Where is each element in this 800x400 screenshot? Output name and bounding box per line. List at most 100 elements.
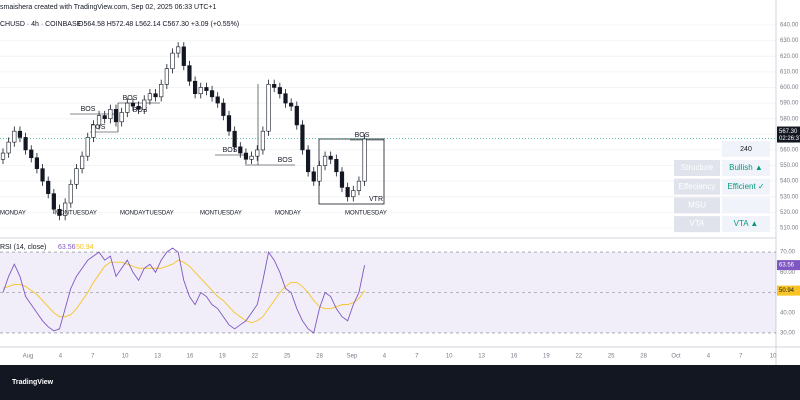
candle-body xyxy=(238,146,243,154)
time-tick-label: 13 xyxy=(154,354,161,360)
candle-body xyxy=(300,124,305,151)
table-cell xyxy=(674,216,720,233)
candle-body xyxy=(181,46,186,66)
candle-body xyxy=(29,149,34,159)
candle-body xyxy=(221,102,226,116)
candle-body xyxy=(249,155,254,160)
candle-body xyxy=(283,93,288,104)
table-value: Bullish ▲ xyxy=(729,163,763,172)
table-cell xyxy=(722,197,770,214)
time-tick-label: 22 xyxy=(251,354,258,360)
rsi-tick-label: 40.00 xyxy=(780,310,796,316)
table-cell xyxy=(674,197,720,214)
time-tick-label: Aug xyxy=(23,354,34,360)
day-label: MONTUESDAY xyxy=(200,211,242,217)
candle-body xyxy=(243,152,249,160)
time-tick-label: 7 xyxy=(739,354,743,360)
candle-body xyxy=(113,109,119,123)
candle-body xyxy=(147,93,153,101)
candle-body xyxy=(232,130,237,148)
price-tick-label: 630.00 xyxy=(780,38,799,44)
price-tick-label: 510.00 xyxy=(780,226,799,232)
candle-body xyxy=(119,112,124,123)
countdown: 02:26:37 xyxy=(779,136,800,142)
candle-body xyxy=(272,84,277,88)
candle-body xyxy=(204,87,209,91)
time-tick-label: 16 xyxy=(187,354,194,360)
day-label: MONTUESDAY xyxy=(55,211,97,217)
table-label: MSU xyxy=(688,201,706,210)
price-tick-label: 600.00 xyxy=(780,85,799,91)
rsi-tick-label: 30.00 xyxy=(780,330,796,336)
candle-body xyxy=(266,84,271,132)
time-tick-label: Oct xyxy=(671,354,681,360)
candle-body xyxy=(209,90,215,98)
candle-body xyxy=(339,171,345,188)
footer xyxy=(0,365,800,400)
ohlc: O564.58 H572.48 L562.14 C567.30 +3.09 (+… xyxy=(78,21,239,28)
table-cell xyxy=(722,160,770,176)
price-tick-label: 610.00 xyxy=(780,69,799,75)
candle-body xyxy=(345,187,350,198)
time-tick-label: 10 xyxy=(446,354,453,360)
credit: smaishera created with TradingView.com, … xyxy=(0,4,217,11)
candle-body xyxy=(277,87,282,95)
candle-body xyxy=(23,137,28,151)
candle-body xyxy=(226,115,232,132)
day-label: MONDAY xyxy=(275,211,301,217)
rsi-title: RSI (14, close) xyxy=(0,244,46,251)
table-cell xyxy=(722,178,770,195)
candle-body xyxy=(74,168,79,185)
rsi-tick-label: 60.00 xyxy=(780,270,796,276)
time-tick-label: 7 xyxy=(415,354,419,360)
price-tick-label: 620.00 xyxy=(780,54,799,60)
price-tick-label: 590.00 xyxy=(780,101,799,107)
annotation: BOS xyxy=(91,124,106,131)
candle-body xyxy=(289,102,294,107)
candle-body xyxy=(34,157,39,169)
candle-body xyxy=(164,68,169,85)
candle-body xyxy=(334,158,339,173)
candle-body xyxy=(80,155,85,169)
annotation: BOS xyxy=(123,95,138,102)
candle-body xyxy=(125,102,130,113)
annotation: VTR xyxy=(369,196,383,203)
time-tick-label: 28 xyxy=(640,354,647,360)
candle-body xyxy=(159,84,164,98)
logo: TradingView xyxy=(12,379,54,386)
table-cell xyxy=(722,216,770,233)
time-tick-label: 19 xyxy=(543,354,550,360)
symbol: CHUSD · 4h · COINBASE xyxy=(0,21,82,28)
annotation: BOS xyxy=(355,132,370,139)
candle-body xyxy=(187,65,192,82)
time-tick-label: 16 xyxy=(511,354,518,360)
candle-body xyxy=(356,180,362,191)
candle-body xyxy=(85,137,90,157)
price-tick-label: 580.00 xyxy=(780,116,799,122)
candle-body xyxy=(0,152,6,160)
candle-body xyxy=(294,105,299,126)
candle-body xyxy=(57,208,62,216)
time-tick-label: 7 xyxy=(91,354,95,360)
last-price-label: 567.30 xyxy=(779,129,798,135)
day-label: MONDAY xyxy=(0,211,26,217)
table-cell xyxy=(674,178,720,195)
time-tick-label: 22 xyxy=(575,354,582,360)
rsi-axis-value: 63.56 xyxy=(779,263,795,269)
time-tick-label: 10 xyxy=(770,354,777,360)
rsi-ma-box xyxy=(777,285,800,296)
candle-body xyxy=(142,99,147,110)
candle-body xyxy=(108,109,113,119)
candle-body xyxy=(102,115,107,119)
candle-body xyxy=(362,138,367,182)
candle-body xyxy=(176,46,181,54)
time-tick-label: Sep xyxy=(347,354,358,360)
table-label: Effeciency xyxy=(679,182,716,191)
time-tick-label: 10 xyxy=(122,354,129,360)
table: 240 xyxy=(722,141,770,157)
candle-body xyxy=(311,171,316,182)
rsi-ma-value: 50.94 xyxy=(76,244,94,251)
annotation: BOS xyxy=(133,107,148,114)
candle-body xyxy=(328,155,333,160)
time-tick-label: 28 xyxy=(316,354,323,360)
